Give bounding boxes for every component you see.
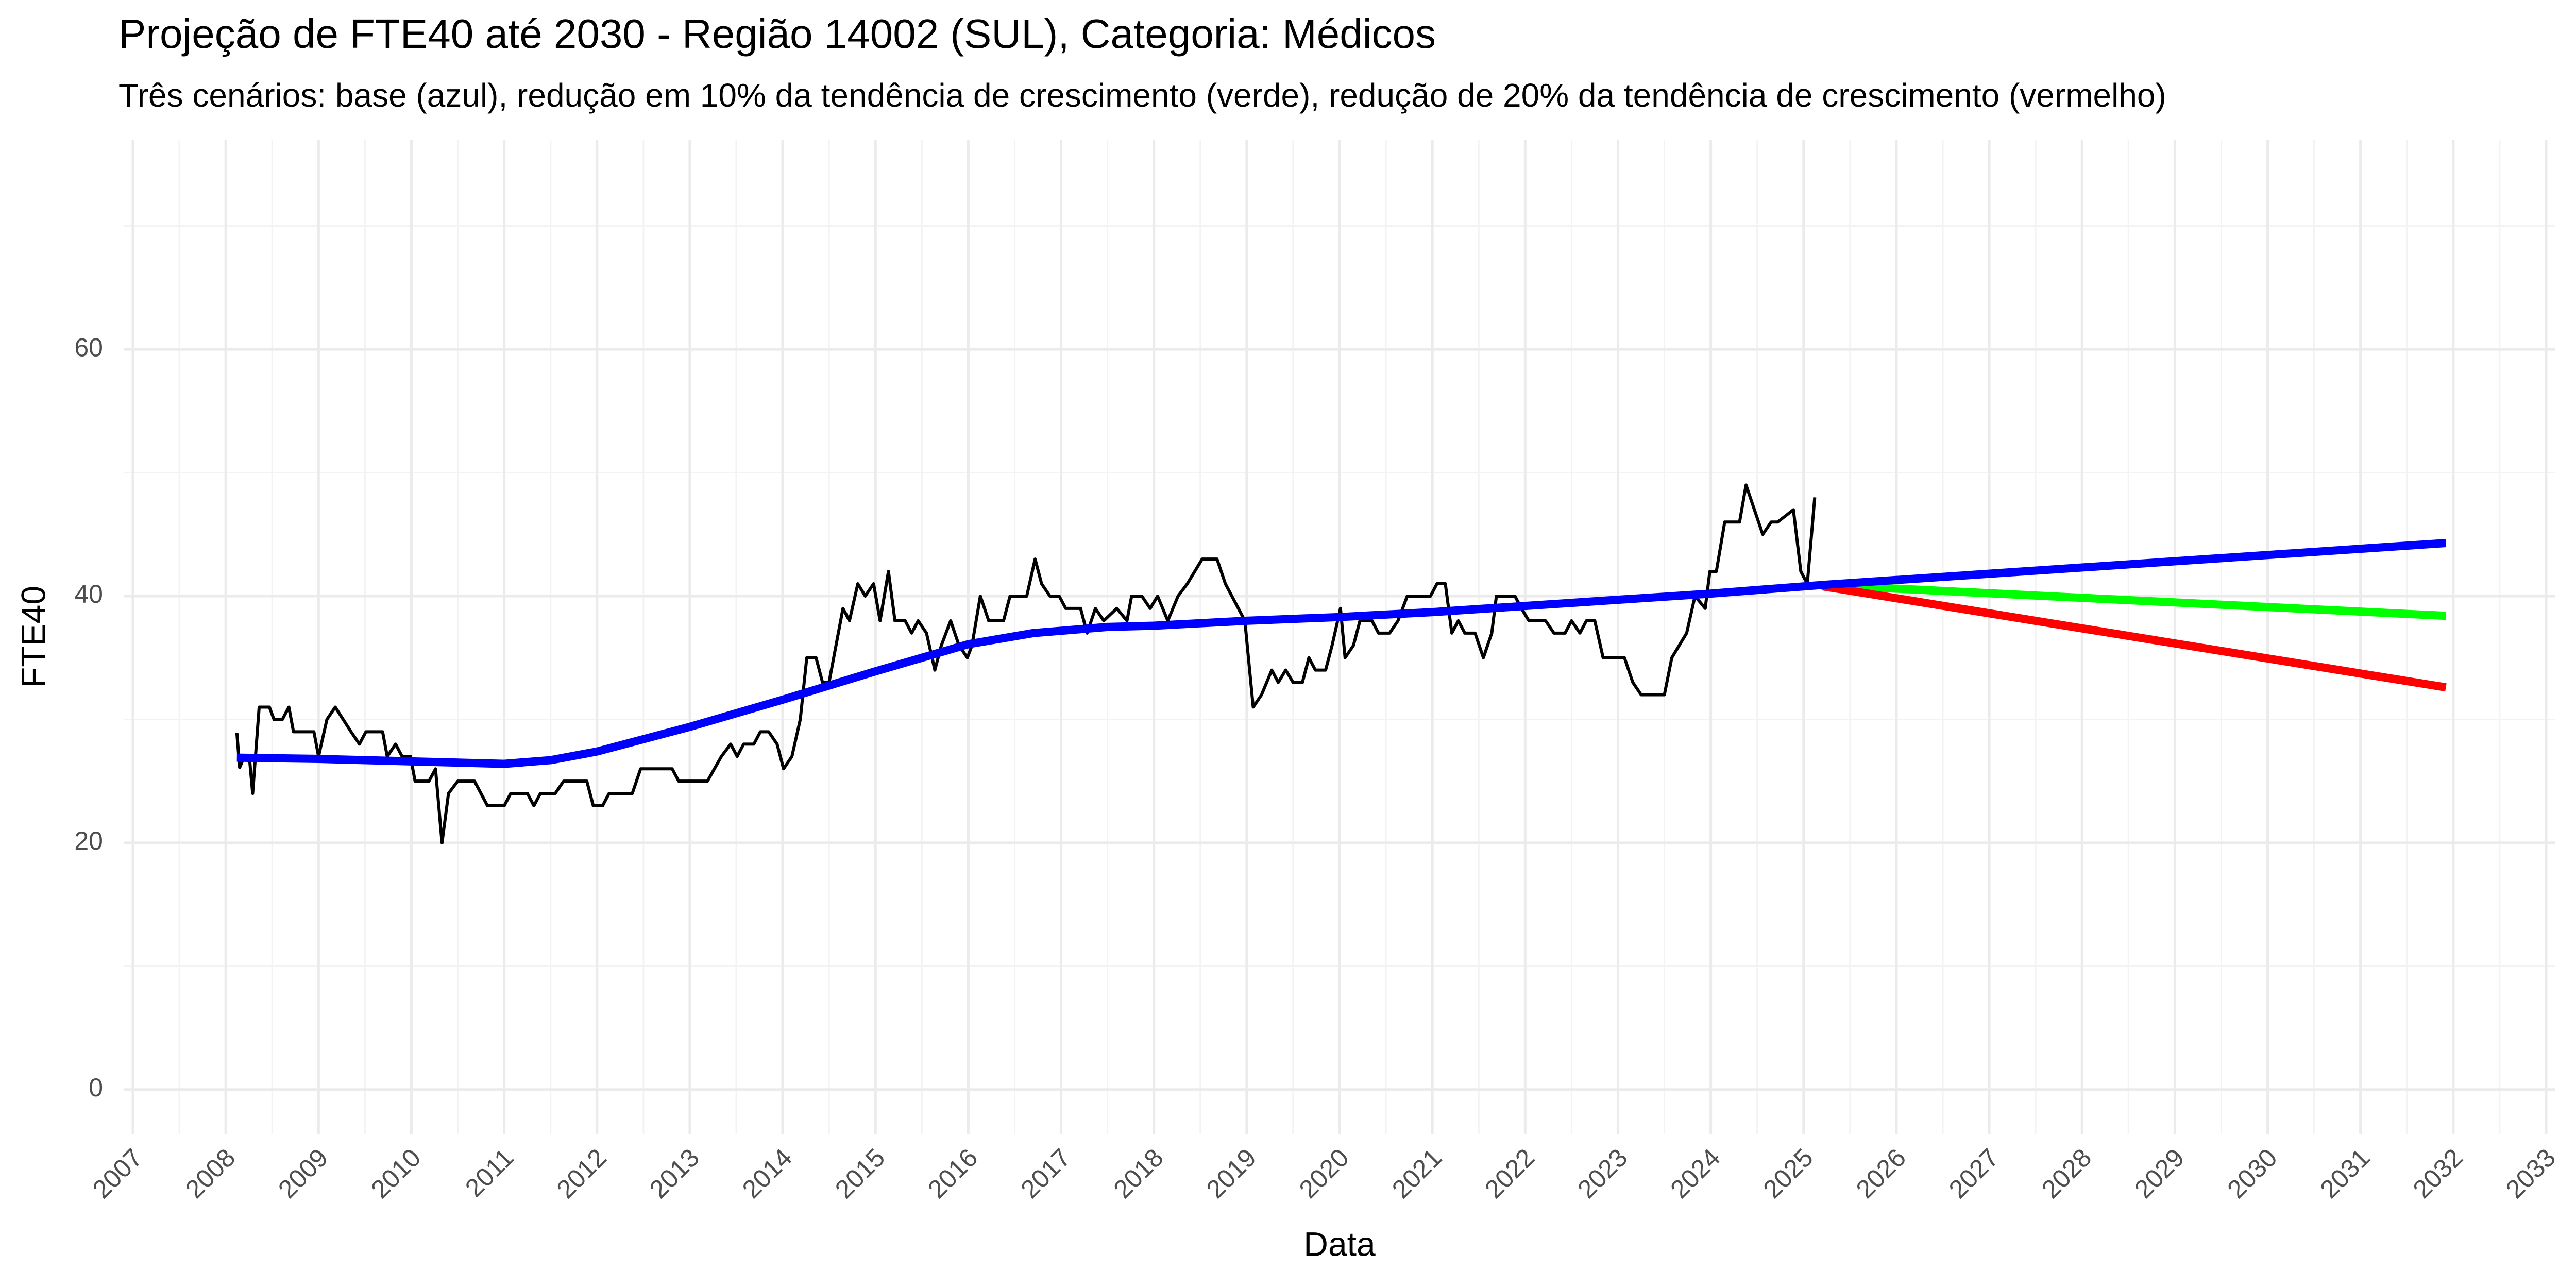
plot bbox=[235, 483, 2447, 844]
y-tick-label: 20 bbox=[74, 826, 103, 855]
series-line bbox=[1821, 582, 2447, 692]
series-line bbox=[236, 539, 2446, 768]
y-axis-label: FTE40 bbox=[14, 586, 52, 688]
series-line bbox=[1822, 581, 2446, 620]
chart-title: Projeção de FTE40 até 2030 - Região 1400… bbox=[118, 11, 1436, 57]
y-tick-label: 40 bbox=[74, 580, 103, 608]
chart-subtitle: Três cenários: base (azul), redução em 1… bbox=[118, 77, 2166, 114]
x-axis-label: Data bbox=[1303, 1225, 1376, 1263]
y-tick-label: 0 bbox=[89, 1073, 103, 1102]
series-line bbox=[235, 483, 1817, 844]
y-tick-label: 60 bbox=[74, 333, 103, 362]
